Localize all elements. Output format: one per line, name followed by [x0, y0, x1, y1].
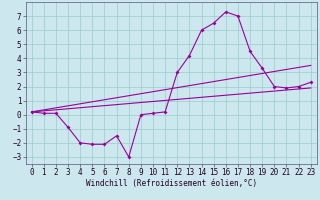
X-axis label: Windchill (Refroidissement éolien,°C): Windchill (Refroidissement éolien,°C) [86, 179, 257, 188]
